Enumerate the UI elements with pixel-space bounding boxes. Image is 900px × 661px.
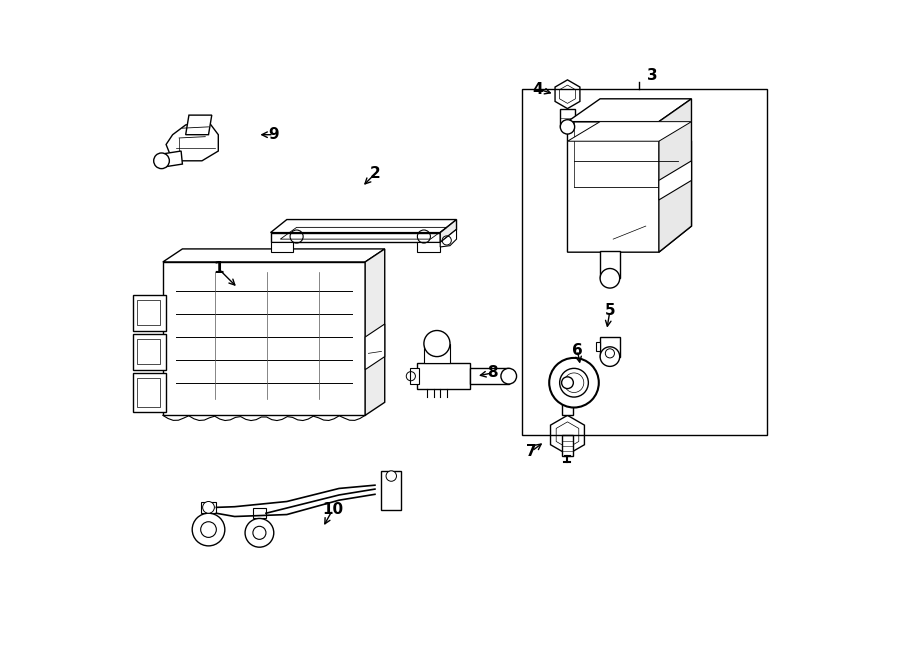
Text: 5: 5 — [605, 303, 616, 319]
Polygon shape — [600, 337, 620, 356]
Circle shape — [600, 268, 620, 288]
Polygon shape — [271, 243, 293, 253]
Text: 4: 4 — [533, 81, 544, 97]
Bar — [522, 89, 767, 435]
Text: 9: 9 — [268, 127, 279, 142]
Text: 8: 8 — [487, 366, 498, 381]
Polygon shape — [551, 415, 584, 455]
Polygon shape — [253, 508, 266, 518]
Circle shape — [549, 358, 598, 408]
Polygon shape — [201, 502, 216, 513]
Polygon shape — [440, 219, 456, 243]
Polygon shape — [596, 342, 600, 352]
Polygon shape — [410, 368, 418, 384]
Polygon shape — [133, 334, 166, 369]
Text: 6: 6 — [572, 342, 582, 358]
Polygon shape — [163, 249, 384, 262]
Polygon shape — [555, 80, 580, 108]
Polygon shape — [568, 122, 691, 141]
Circle shape — [386, 471, 397, 481]
Circle shape — [202, 502, 214, 513]
Polygon shape — [659, 98, 691, 253]
Polygon shape — [271, 233, 440, 243]
Circle shape — [501, 368, 517, 384]
Text: 2: 2 — [370, 167, 381, 181]
Polygon shape — [133, 295, 166, 330]
Polygon shape — [440, 229, 456, 247]
Polygon shape — [418, 363, 470, 389]
Text: 7: 7 — [526, 444, 537, 459]
Polygon shape — [561, 108, 575, 127]
Circle shape — [193, 513, 225, 546]
Circle shape — [560, 368, 589, 397]
Polygon shape — [163, 262, 365, 415]
Text: 3: 3 — [647, 69, 658, 83]
Circle shape — [154, 153, 169, 169]
Text: 10: 10 — [322, 502, 343, 518]
Polygon shape — [568, 98, 691, 122]
Polygon shape — [424, 344, 450, 363]
Polygon shape — [600, 251, 620, 278]
Polygon shape — [185, 115, 211, 135]
Polygon shape — [562, 383, 572, 415]
Polygon shape — [418, 243, 440, 253]
Polygon shape — [568, 122, 691, 253]
Circle shape — [245, 518, 274, 547]
Polygon shape — [382, 471, 401, 510]
Polygon shape — [133, 373, 166, 412]
Polygon shape — [562, 435, 572, 456]
Circle shape — [561, 120, 575, 134]
Polygon shape — [365, 324, 384, 369]
Circle shape — [600, 347, 620, 366]
Polygon shape — [365, 249, 384, 415]
Polygon shape — [470, 368, 508, 384]
Polygon shape — [166, 122, 219, 161]
Polygon shape — [659, 161, 691, 200]
Polygon shape — [160, 151, 183, 167]
Circle shape — [424, 330, 450, 356]
Text: 1: 1 — [213, 261, 223, 276]
Polygon shape — [271, 219, 456, 233]
Circle shape — [562, 377, 573, 389]
